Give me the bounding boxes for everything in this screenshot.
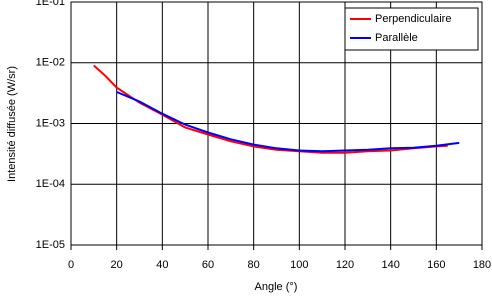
- y-axis-title: Intensité diffusée (W/sr): [6, 66, 18, 182]
- y-tick-label: 1E-03: [36, 117, 65, 129]
- x-tick-label: 180: [473, 259, 491, 271]
- legend-label: Perpendiculaire: [375, 13, 451, 25]
- y-tick-label: 1E-05: [36, 239, 65, 251]
- y-tick-label: 1E-02: [36, 57, 65, 69]
- series-line: [116, 91, 460, 153]
- x-tick-label: 100: [290, 259, 308, 271]
- plot-frame: [70, 1, 483, 246]
- x-tick-label: 80: [248, 259, 260, 271]
- y-tick-label: 1E-01: [36, 0, 65, 8]
- x-axis-title: Angle (°): [255, 281, 298, 293]
- x-tick-label: 140: [381, 259, 399, 271]
- x-tick-label: 20: [111, 259, 123, 271]
- y-tick-label: 1E-04: [36, 178, 65, 190]
- x-tick-label: 0: [68, 259, 74, 271]
- series-line: [93, 64, 448, 154]
- legend-box: [344, 7, 479, 51]
- x-tick-label: 160: [427, 259, 445, 271]
- legend-label: Parallèle: [375, 32, 418, 44]
- x-tick-label: 120: [336, 259, 354, 271]
- x-tick-label: 60: [202, 259, 214, 271]
- x-tick-label: 40: [156, 259, 168, 271]
